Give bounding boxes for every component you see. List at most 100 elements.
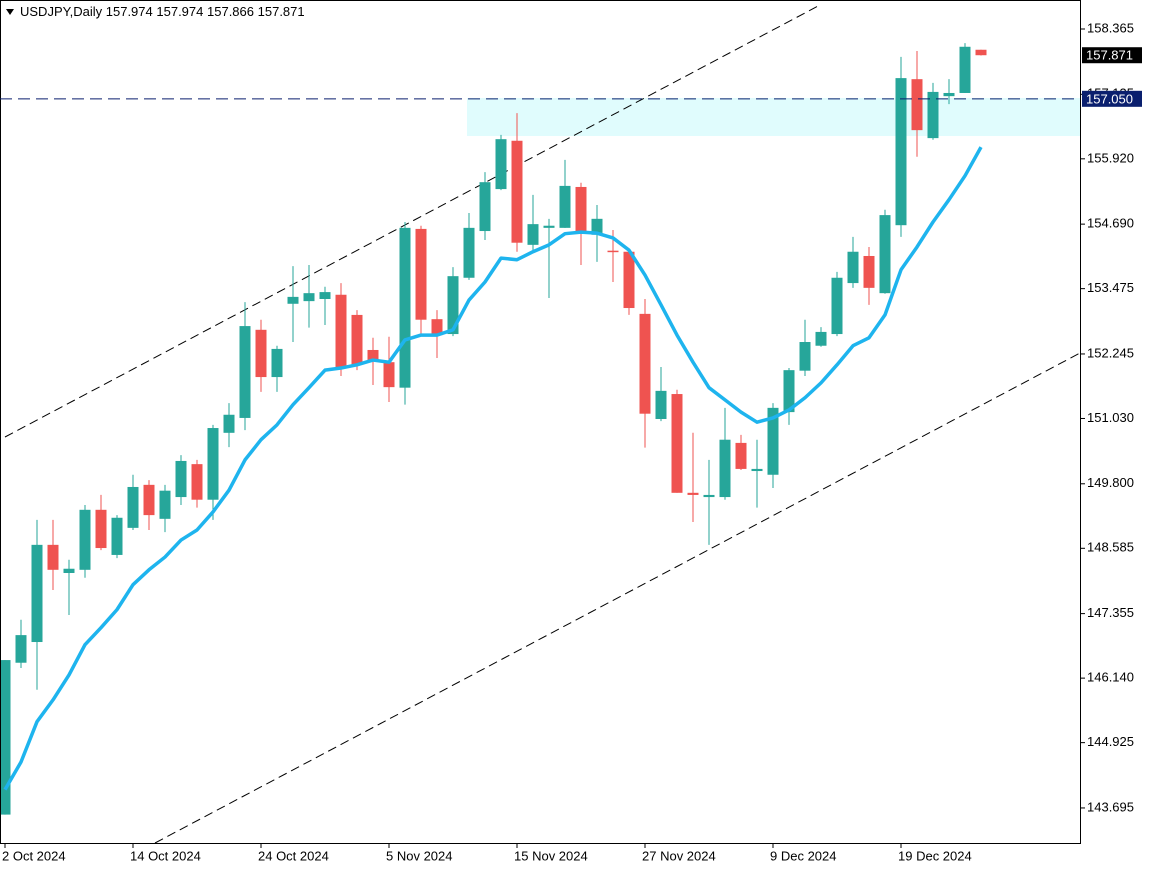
candle-body	[735, 442, 747, 469]
x-tick-label: 19 Dec 2024	[898, 848, 972, 863]
x-tick-label: 5 Nov 2024	[386, 848, 453, 863]
candle-body	[335, 294, 347, 369]
candle-body	[207, 428, 219, 500]
candle-body	[15, 635, 27, 663]
x-tick-label: 2 Oct 2024	[2, 848, 66, 863]
candle-body	[719, 439, 731, 498]
header-close: 157.871	[258, 4, 305, 19]
candle-body	[367, 349, 379, 361]
candle-body	[143, 484, 155, 516]
menu-arrow[interactable]	[6, 9, 14, 15]
candle-body	[799, 342, 811, 371]
candle-body	[63, 568, 75, 573]
candle-body	[671, 394, 683, 493]
candle-body	[303, 293, 315, 302]
candle-body	[895, 78, 907, 226]
candle-body	[175, 460, 187, 498]
candle-body	[479, 182, 491, 232]
price-label: 157.871	[1086, 48, 1133, 63]
candle-body	[911, 79, 923, 131]
candle-body	[271, 348, 283, 378]
candle-body	[639, 313, 651, 414]
candle-body	[255, 329, 267, 378]
candle-body	[111, 517, 123, 555]
candle-body	[223, 414, 235, 433]
candle-body	[47, 544, 59, 570]
y-tick-label: 153.475	[1087, 280, 1134, 295]
candle-body	[31, 544, 43, 643]
level-label: 157.050	[1086, 91, 1133, 106]
candle-body	[191, 464, 203, 500]
candle-body	[383, 362, 395, 388]
candle-body	[863, 255, 875, 288]
candle-body	[527, 224, 539, 245]
candle-body	[591, 218, 603, 235]
y-tick-label: 155.920	[1087, 150, 1134, 165]
y-tick-label: 149.800	[1087, 475, 1134, 490]
chart-header: USDJPY,Daily 157.974 157.974 157.866 157…	[20, 4, 305, 19]
candle-body	[959, 46, 971, 93]
candle-body	[127, 486, 139, 528]
y-tick-label: 147.355	[1087, 605, 1134, 620]
candle-body	[847, 251, 859, 284]
candle-body	[351, 314, 363, 365]
candle-body	[751, 468, 763, 472]
candle-body	[879, 215, 891, 294]
candle-body	[431, 319, 443, 336]
candle-body	[815, 331, 827, 346]
y-tick-label: 144.925	[1087, 734, 1134, 749]
supply-zone	[467, 98, 1080, 136]
header-low: 157.866	[207, 4, 254, 19]
symbol: USDJPY,Daily	[20, 4, 103, 19]
x-tick-label: 14 Oct 2024	[130, 848, 201, 863]
candle-body	[319, 292, 331, 300]
candle-body	[287, 296, 299, 304]
y-tick-label: 151.030	[1087, 410, 1134, 425]
candle-body	[543, 225, 555, 228]
candle-body	[783, 370, 795, 413]
candle-body	[767, 407, 779, 475]
x-tick-label: 27 Nov 2024	[642, 848, 716, 863]
candle-body	[607, 250, 619, 253]
candle-body	[975, 49, 987, 56]
candle-body	[415, 228, 427, 320]
y-tick-label: 152.245	[1087, 345, 1134, 360]
candle-body	[575, 186, 587, 233]
candle-body	[463, 227, 475, 278]
candle-body	[159, 490, 171, 519]
moving-average	[3, 146, 983, 791]
candle-body	[687, 492, 699, 495]
y-tick-label: 148.585	[1087, 540, 1134, 555]
candle-body	[703, 494, 715, 498]
y-tick-label: 154.690	[1087, 216, 1134, 231]
candle-body	[0, 660, 11, 815]
x-tick-label: 24 Oct 2024	[258, 848, 329, 863]
candle-body	[623, 251, 635, 309]
x-tick-label: 15 Nov 2024	[514, 848, 588, 863]
candle-body	[239, 326, 251, 418]
candle-body	[399, 227, 411, 388]
candle-body	[559, 185, 571, 228]
y-tick-label: 143.695	[1087, 799, 1134, 814]
candle-body	[927, 91, 939, 139]
candle-body	[79, 509, 91, 570]
candle-body	[495, 139, 507, 190]
channel-lower	[154, 352, 1081, 844]
plot-frame	[0, 0, 1081, 844]
x-tick-label: 9 Dec 2024	[770, 848, 837, 863]
y-tick-label: 158.365	[1087, 20, 1134, 35]
plot	[0, 43, 987, 815]
candle-body	[831, 277, 843, 335]
price-label-box	[1082, 47, 1142, 64]
header-open: 157.974	[106, 4, 153, 19]
candle-body	[943, 92, 955, 97]
header-high: 157.974	[156, 4, 203, 19]
y-tick-label: 146.140	[1087, 670, 1134, 685]
candle-body	[95, 509, 107, 549]
candle-body	[511, 140, 523, 243]
level-label-box	[1082, 90, 1142, 107]
candle-body	[655, 390, 667, 420]
candle-body	[447, 276, 459, 335]
